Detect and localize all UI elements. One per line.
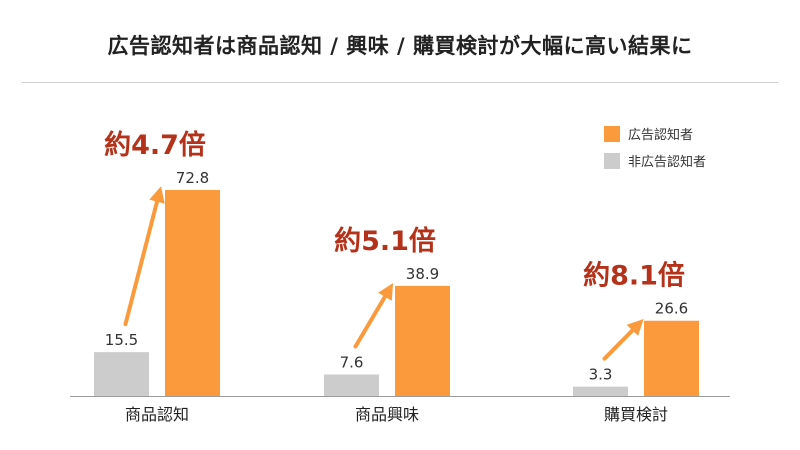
value-label-non-ad-3: 3.3 xyxy=(589,366,613,384)
bar-ad-1 xyxy=(165,189,220,396)
category-label-3: 購買検討 xyxy=(604,405,668,424)
ratio-label-2: 約5.1倍 xyxy=(334,225,436,257)
bar-non-ad-3 xyxy=(573,386,628,396)
bar-non-ad-2 xyxy=(324,374,379,396)
legend-swatch-1 xyxy=(604,126,620,142)
chart-title: 広告認知者は商品認知 / 興味 / 購買検討が大幅に高い結果に xyxy=(107,34,693,58)
growth-arrow-2 xyxy=(353,283,394,349)
ratio-label-3: 約8.1倍 xyxy=(583,260,685,292)
legend-label-2: 非広告認知者 xyxy=(628,154,706,170)
growth-arrow-3 xyxy=(602,319,644,361)
legend-label-1: 広告認知者 xyxy=(628,127,693,143)
category-label-1: 商品認知 xyxy=(125,405,189,424)
bar-ad-3 xyxy=(644,320,699,396)
value-label-non-ad-2: 7.6 xyxy=(340,353,364,371)
category-label-2: 商品興味 xyxy=(355,405,419,424)
value-label-non-ad-1: 15.5 xyxy=(105,331,138,349)
value-label-ad-1: 72.8 xyxy=(176,169,209,187)
value-label-ad-2: 38.9 xyxy=(406,265,439,283)
bar-ad-2 xyxy=(395,285,450,396)
ratio-label-1: 約4.7倍 xyxy=(104,129,206,161)
growth-arrow-1 xyxy=(123,186,165,327)
legend-swatch-2 xyxy=(604,153,620,169)
title-divider xyxy=(22,82,778,83)
bar-non-ad-1 xyxy=(94,352,149,396)
value-label-ad-3: 26.6 xyxy=(655,300,688,318)
